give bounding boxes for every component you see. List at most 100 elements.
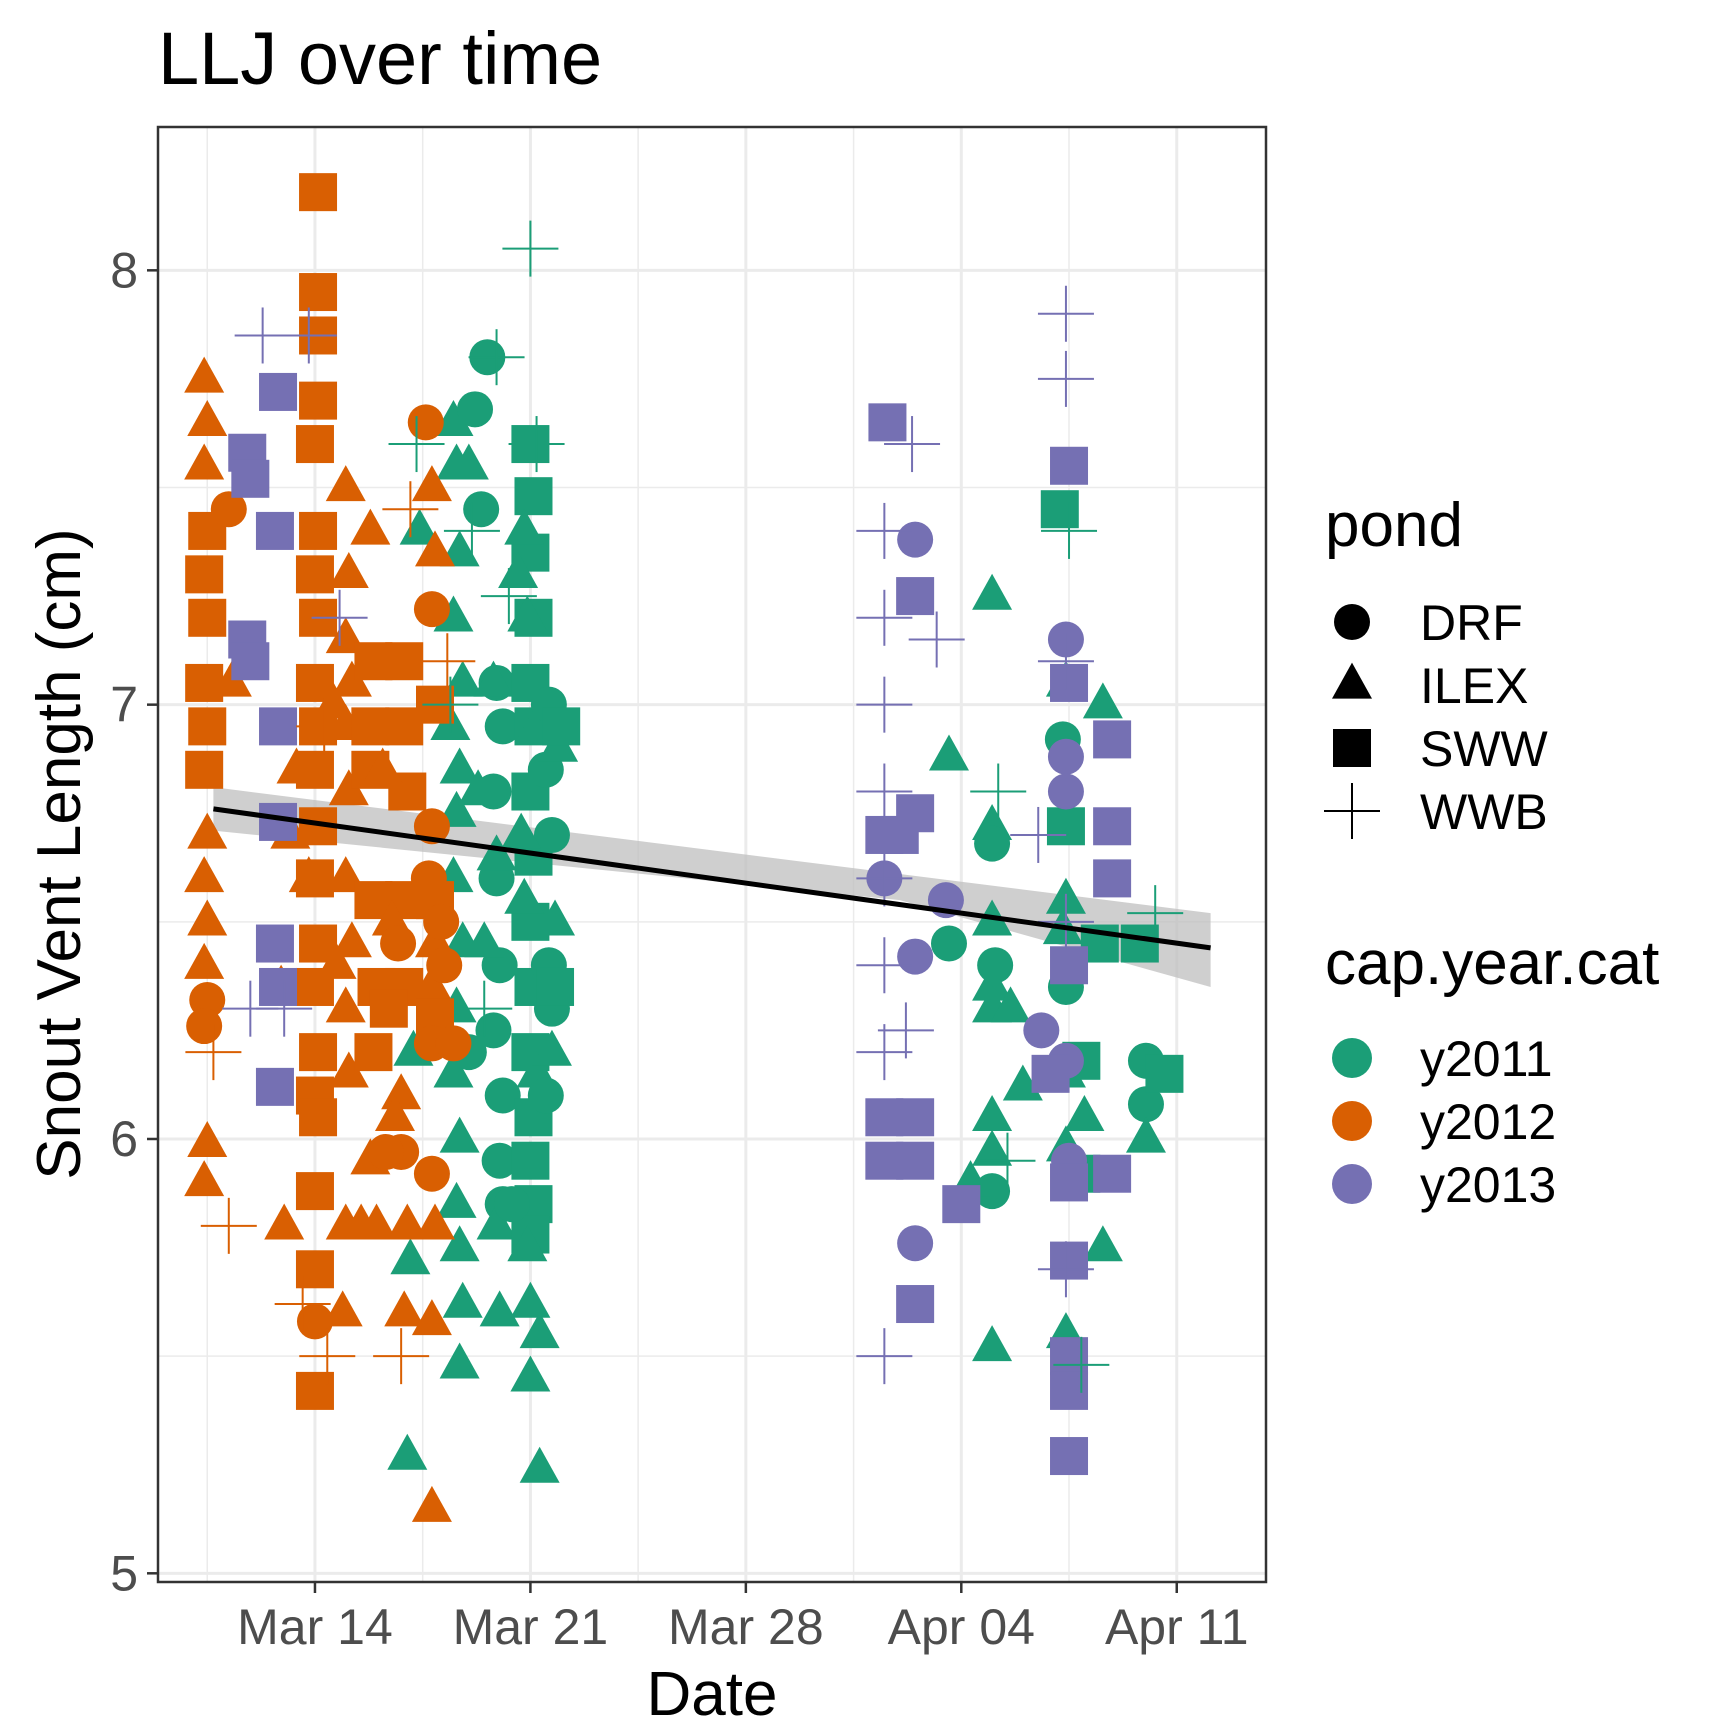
point-wwb — [419, 633, 476, 690]
point-ilex — [390, 1238, 431, 1275]
y-tick-label: 8 — [110, 242, 138, 298]
point-ilex — [433, 1051, 474, 1088]
point-ilex — [519, 1312, 560, 1349]
point-ilex — [972, 1129, 1013, 1166]
point-ilex — [387, 1433, 428, 1470]
point-wwb — [480, 568, 537, 625]
point-ilex — [325, 986, 366, 1023]
point-drf — [974, 1173, 1011, 1210]
point-drf — [481, 1142, 518, 1179]
point-sww — [868, 403, 907, 442]
point-sww — [1050, 946, 1089, 985]
point-ilex — [341, 1203, 382, 1240]
point-drf — [484, 1077, 521, 1114]
point-sww — [896, 1141, 935, 1180]
point-wwb — [979, 1132, 1036, 1189]
point-drf — [189, 982, 226, 1018]
point-wwb — [234, 307, 291, 364]
point-sww — [299, 511, 338, 550]
legend-pond: pond DRF ILEX SWW WWB — [1324, 491, 1549, 840]
point-ilex — [439, 747, 480, 784]
point-drf — [897, 1225, 934, 1262]
point-sww — [351, 707, 390, 746]
point-sww — [299, 1098, 338, 1137]
point-wwb — [200, 1197, 257, 1254]
point-sww — [1093, 1154, 1132, 1193]
point-ilex — [387, 1203, 428, 1240]
point-sww — [259, 967, 298, 1006]
point-sww — [259, 372, 298, 411]
point-ilex — [374, 1094, 415, 1131]
point-ilex — [184, 443, 225, 480]
point-wwb — [884, 416, 941, 473]
point-ilex — [331, 660, 372, 697]
legend-label-y2011: y2011 — [1420, 1031, 1553, 1087]
point-wwb — [443, 502, 500, 559]
point-wwb — [877, 1002, 934, 1059]
point-drf — [527, 1077, 564, 1114]
point-ilex — [479, 1290, 520, 1327]
point-drf — [426, 947, 463, 984]
legend-key-y2012 — [1332, 1101, 1372, 1141]
confidence-band-area — [213, 787, 1211, 987]
point-wwb — [373, 1328, 430, 1385]
point-ilex — [507, 595, 548, 632]
point-sww — [369, 989, 408, 1028]
point-sww — [295, 425, 334, 464]
point-wwb — [856, 763, 913, 820]
point-ilex — [184, 942, 225, 979]
point-ilex — [411, 1299, 452, 1336]
point-ilex — [535, 899, 576, 936]
x-tick-label: Apr 04 — [888, 1599, 1035, 1655]
point-sww — [185, 555, 224, 594]
point-ilex — [531, 1029, 572, 1066]
point-ilex — [187, 1121, 228, 1158]
point-drf — [380, 925, 417, 962]
point-ilex — [972, 964, 1013, 1001]
x-tick-label: Mar 14 — [237, 1599, 393, 1655]
y-tick-label: 5 — [110, 1545, 138, 1601]
point-sww — [1050, 1437, 1089, 1476]
point-ilex — [328, 1051, 369, 1088]
point-drf — [974, 825, 1011, 862]
point-ilex — [1064, 1094, 1105, 1131]
point-sww — [1093, 807, 1132, 846]
point-ilex — [458, 769, 499, 806]
point-sww — [896, 1098, 935, 1137]
point-wwb — [468, 329, 525, 386]
point-sww — [255, 511, 294, 550]
point-ilex — [476, 834, 517, 871]
point-wwb — [299, 1328, 356, 1385]
point-sww — [259, 707, 298, 746]
y-tick-label: 6 — [110, 1111, 138, 1167]
point-ilex — [464, 921, 505, 958]
point-ilex — [972, 1325, 1013, 1362]
point-wwb — [1127, 885, 1184, 942]
point-drf — [484, 708, 521, 745]
point-sww — [1120, 924, 1159, 963]
legend-label-ilex: ILEX — [1420, 658, 1528, 714]
point-wwb — [1037, 1241, 1094, 1298]
point-ilex — [264, 1203, 305, 1240]
point-ilex — [381, 1073, 422, 1110]
point-ilex — [187, 899, 228, 936]
point-wwb — [274, 1276, 331, 1333]
point-sww — [1040, 490, 1079, 529]
point-ilex — [187, 812, 228, 849]
point-ilex — [411, 1485, 452, 1522]
point-ilex — [448, 443, 489, 480]
point-sww — [1050, 1163, 1089, 1202]
point-wwb — [296, 698, 353, 755]
point-sww — [299, 273, 338, 312]
point-wwb — [970, 763, 1027, 820]
point-drf — [1047, 738, 1084, 775]
point-wwb — [508, 416, 565, 473]
point-wwb — [311, 589, 368, 646]
point-ilex — [1125, 1116, 1166, 1153]
chart-title: LLJ over time — [158, 17, 602, 100]
point-sww — [385, 642, 424, 681]
point-drf — [367, 1134, 404, 1171]
point-wwb — [1041, 502, 1098, 559]
point-wwb — [382, 481, 439, 538]
point-ilex — [510, 1281, 551, 1318]
